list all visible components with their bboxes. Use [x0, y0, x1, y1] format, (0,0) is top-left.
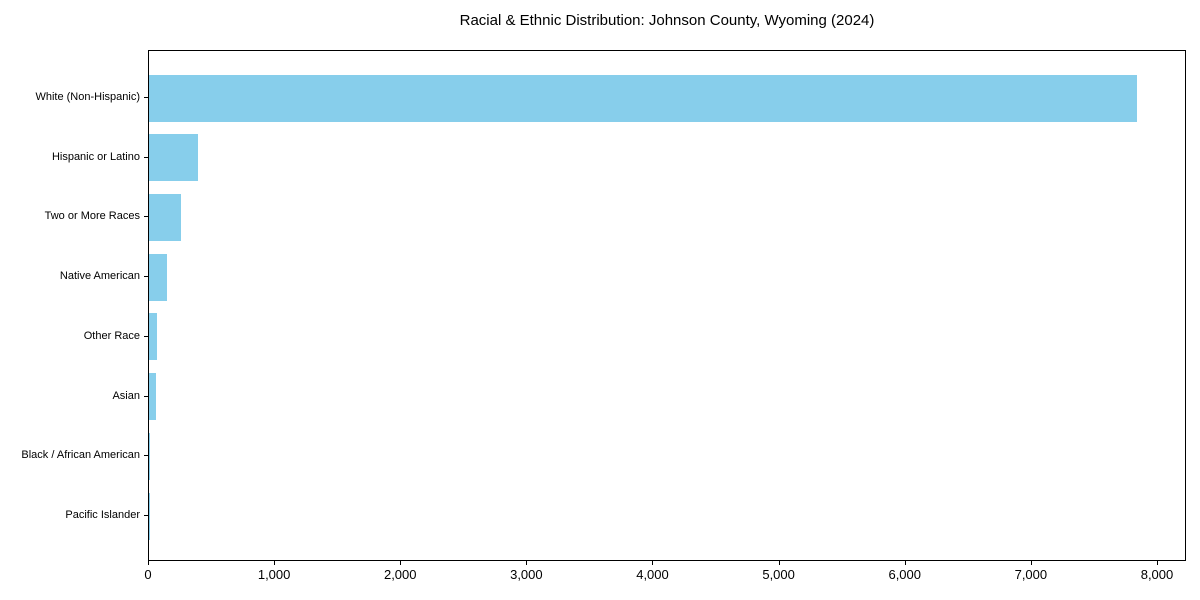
x-tick-mark: [1156, 561, 1158, 565]
x-axis-tick-label: 6,000: [888, 567, 922, 582]
chart-title: Racial & Ethnic Distribution: Johnson Co…: [459, 12, 875, 29]
x-tick-mark: [1030, 561, 1032, 565]
bar-native-american: [149, 253, 167, 301]
x-tick-mark: [148, 561, 149, 565]
x-axis-tick-label: 7,000: [1014, 567, 1048, 582]
y-tick-mark: [144, 455, 148, 457]
x-axis-tick-label: 8,000: [1140, 567, 1174, 582]
x-axis-tick-label: 3,000: [510, 567, 543, 582]
x-tick-mark: [778, 561, 780, 565]
plot-area: [148, 50, 1186, 561]
bar-two-or-more-races: [149, 193, 181, 241]
x-tick-mark: [274, 561, 276, 565]
y-tick-mark: [144, 395, 148, 397]
y-axis-label: White (Non-Hispanic): [35, 91, 140, 103]
x-tick-mark: [904, 561, 906, 565]
x-axis-tick-label: 1,000: [257, 567, 291, 582]
y-axis-label: Hispanic or Latino: [51, 150, 140, 163]
y-tick-mark: [144, 97, 148, 98]
y-axis-label: Black / African American: [21, 449, 140, 462]
y-axis-label: Two or More Races: [44, 210, 140, 223]
y-tick-mark: [144, 515, 148, 516]
y-axis-label: Pacific Islander: [65, 509, 140, 521]
y-axis-label: Other Race: [83, 329, 140, 342]
y-axis-label: Native American: [59, 270, 140, 283]
bar-asian: [149, 373, 157, 421]
y-tick-mark: [144, 216, 148, 218]
y-tick-mark: [144, 335, 148, 337]
x-tick-mark: [400, 561, 402, 565]
x-axis-tick-label: 0: [144, 567, 152, 582]
x-axis-tick-label: 4,000: [636, 567, 669, 582]
bar-hispanic-or-latino: [149, 134, 198, 182]
x-axis-tick-label: 2,000: [383, 567, 417, 582]
x-axis-tick-label: 5,000: [762, 567, 795, 582]
bar-white-non-hispanic: [149, 74, 1137, 122]
bar-pacific-islander: [149, 492, 150, 540]
bar-black-african-american: [149, 432, 151, 480]
y-tick-mark: [144, 276, 148, 278]
y-tick-mark: [144, 156, 148, 158]
x-tick-mark: [526, 561, 528, 565]
y-axis-label: Asian: [112, 389, 140, 402]
bar-other-race: [149, 313, 158, 361]
x-tick-mark: [652, 561, 654, 565]
